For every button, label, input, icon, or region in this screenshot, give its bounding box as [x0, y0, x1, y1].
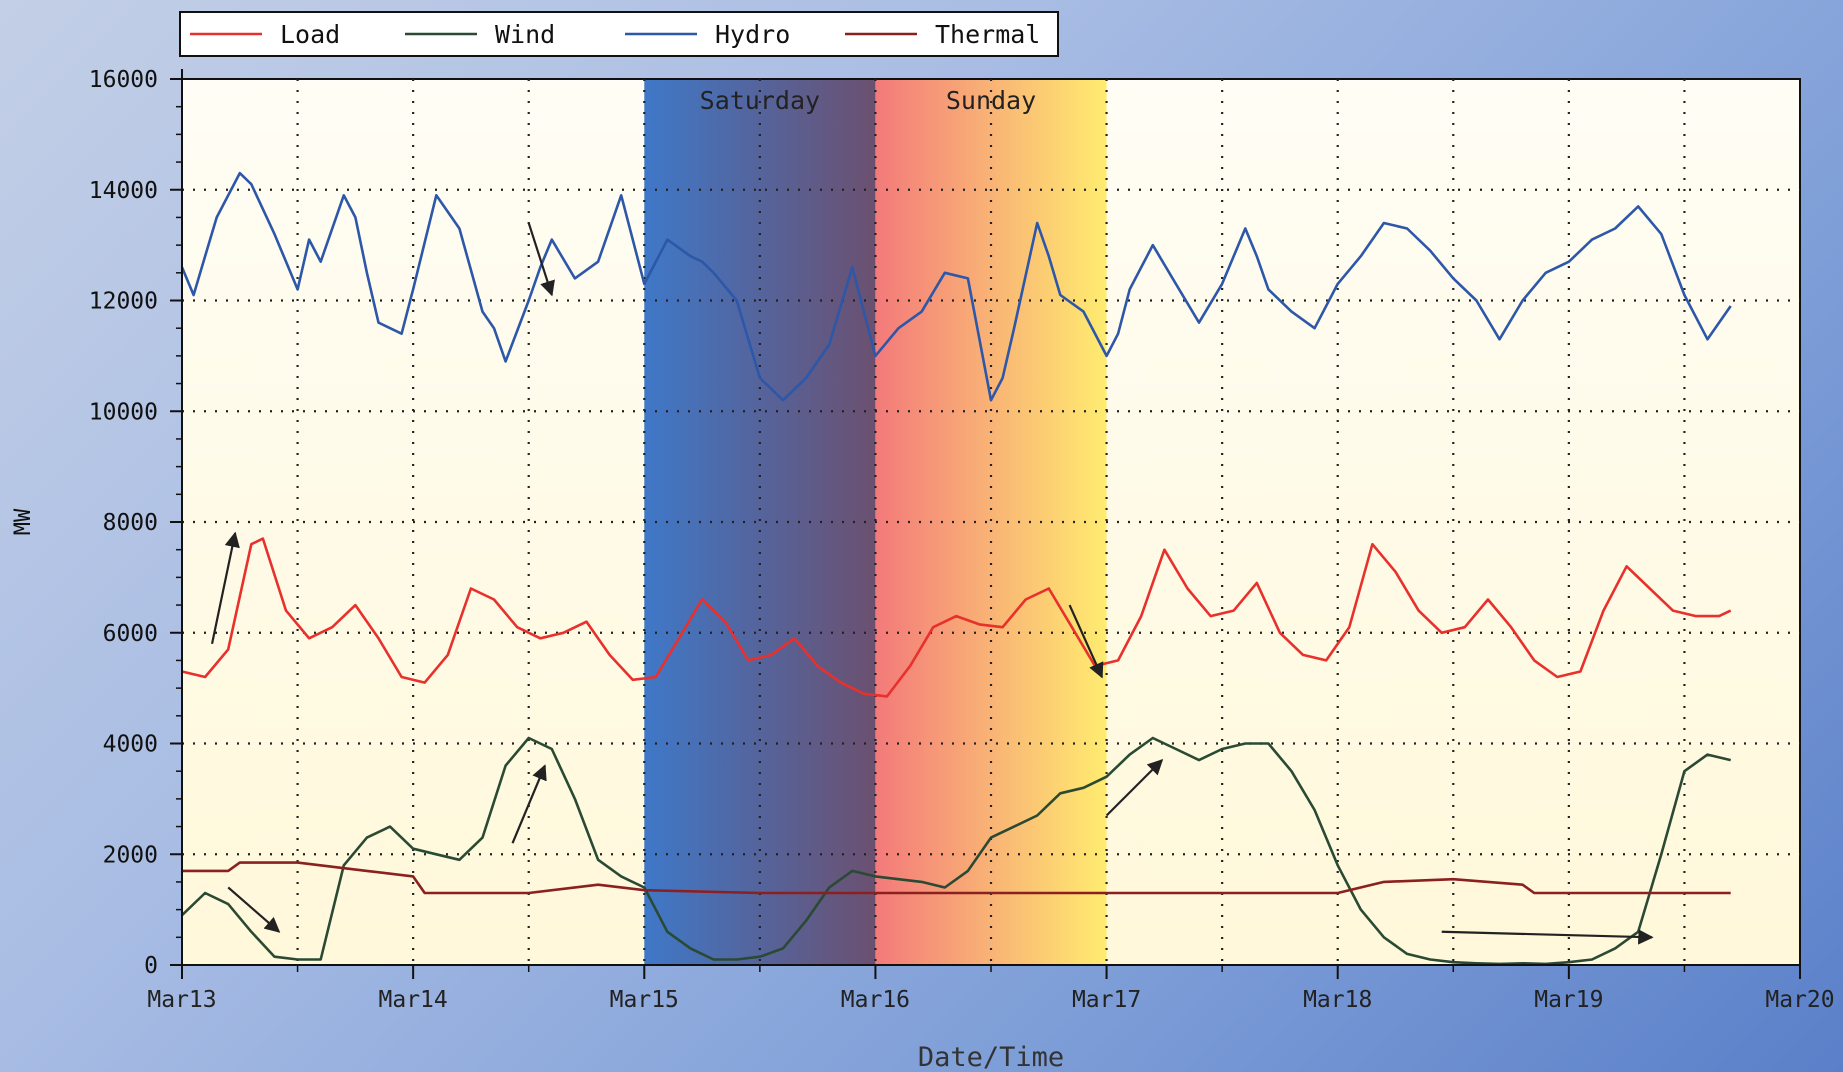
x-tick-label: Mar17 [1072, 987, 1141, 1013]
x-axis: Mar13 Mar14 Mar15 Mar16 Mar17 Mar18 Mar19 Mar20 [147, 964, 1835, 1013]
y-tick-label: 6000 [103, 621, 158, 647]
y-tick-label: 16000 [89, 67, 158, 93]
x-tick-label: Mar16 [841, 987, 910, 1013]
x-tick-label: Mar15 [610, 987, 679, 1013]
series-line-wind [181, 736, 1731, 966]
legend-label: Wind [495, 20, 555, 49]
x-axis-title: Date/Time [918, 1042, 1064, 1072]
series-line-load [181, 537, 1732, 698]
annotation-arrow [511, 764, 547, 844]
y-axis: 0 2000 4000 6000 8000 10000 12000 14000 16000 [89, 67, 183, 979]
y-axis-title: MW [11, 508, 36, 535]
y-tick-label: 8000 [103, 510, 158, 536]
annotation-arrows [210, 222, 1654, 945]
y-tick-label: 0 [144, 953, 158, 979]
legend: Load Wind Hydro Thermal [179, 11, 1059, 57]
series-line-hydro [180, 171, 1732, 402]
series-layer [180, 171, 1732, 966]
annotation-arrow [1105, 759, 1164, 817]
x-tick-label: Mar13 [147, 987, 216, 1013]
x-tick-label: Mar14 [379, 987, 448, 1013]
y-tick-label: 2000 [103, 842, 158, 868]
x-tick-label: Mar19 [1534, 987, 1603, 1013]
y-tick-label: 12000 [89, 289, 158, 315]
y-tick-label: 4000 [103, 732, 158, 758]
legend-label: Load [280, 20, 340, 49]
annotation-arrow [1441, 929, 1654, 945]
annotation-arrow [227, 886, 281, 933]
annotation-arrow [527, 222, 555, 297]
y-tick-label: 10000 [89, 399, 158, 425]
x-tick-label: Mar20 [1765, 987, 1834, 1013]
annotation-arrow [1068, 604, 1104, 679]
grid [182, 79, 1800, 965]
legend-label: Hydro [715, 20, 790, 49]
series-line-thermal [182, 861, 1731, 895]
x-tick-label: Mar18 [1303, 987, 1372, 1013]
annotation-arrow [210, 531, 240, 645]
legend-label: Thermal [935, 20, 1040, 49]
y-tick-label: 14000 [89, 178, 158, 204]
